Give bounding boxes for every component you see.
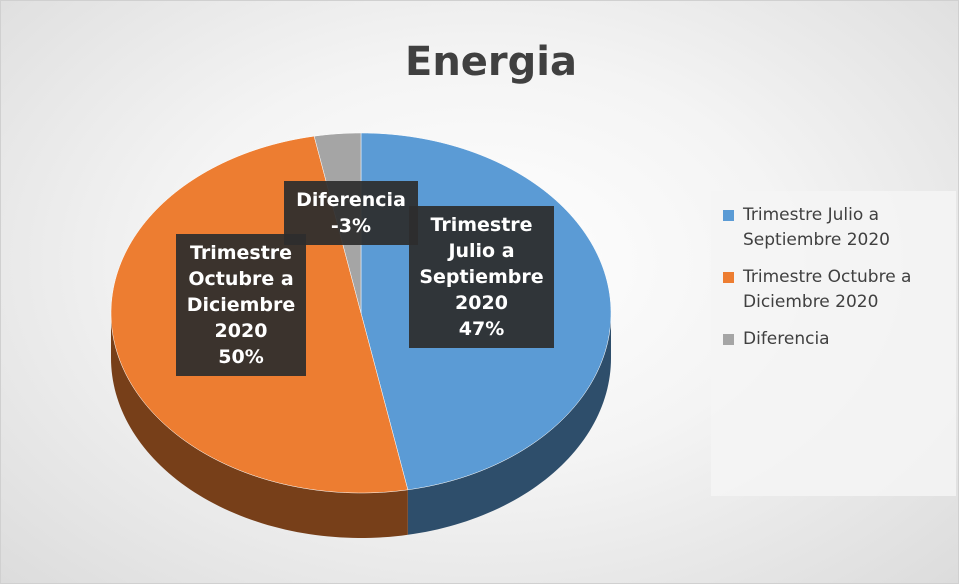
data-label-value: -3% (330, 215, 372, 237)
legend-swatch (723, 334, 734, 345)
data-label-value: 50% (218, 346, 264, 368)
legend-label: Trimestre Julio a Septiembre 2020 (743, 205, 890, 250)
data-label: Trimestre Julio a Septiembre 2020 47% (409, 206, 554, 348)
slice-side (407, 313, 611, 535)
legend-swatch (723, 210, 734, 221)
legend-label: Diferencia (743, 329, 830, 349)
slice-side (111, 313, 408, 538)
data-label-name: Trimestre Julio a Septiembre 2020 (419, 214, 544, 314)
legend-entry: Trimestre Julio a Septiembre 2020 (723, 203, 943, 253)
legend-entry: Trimestre Octubre a Diciembre 2020 (723, 265, 943, 315)
legend-entry: Diferencia (723, 327, 943, 352)
legend: Trimestre Julio a Septiembre 2020 Trimest… (711, 191, 956, 496)
data-label-name: Diferencia (296, 189, 406, 211)
data-label-name: Trimestre Octubre a Diciembre 2020 (186, 242, 296, 342)
legend-swatch (723, 272, 734, 283)
chart-title: Energia (405, 39, 577, 85)
legend-label: Trimestre Octubre a Diciembre 2020 (743, 267, 912, 312)
data-label-value: 47% (458, 318, 505, 340)
data-label: Diferencia -3% (284, 181, 418, 245)
data-label: Trimestre Octubre a Diciembre 2020 50% (176, 234, 306, 376)
